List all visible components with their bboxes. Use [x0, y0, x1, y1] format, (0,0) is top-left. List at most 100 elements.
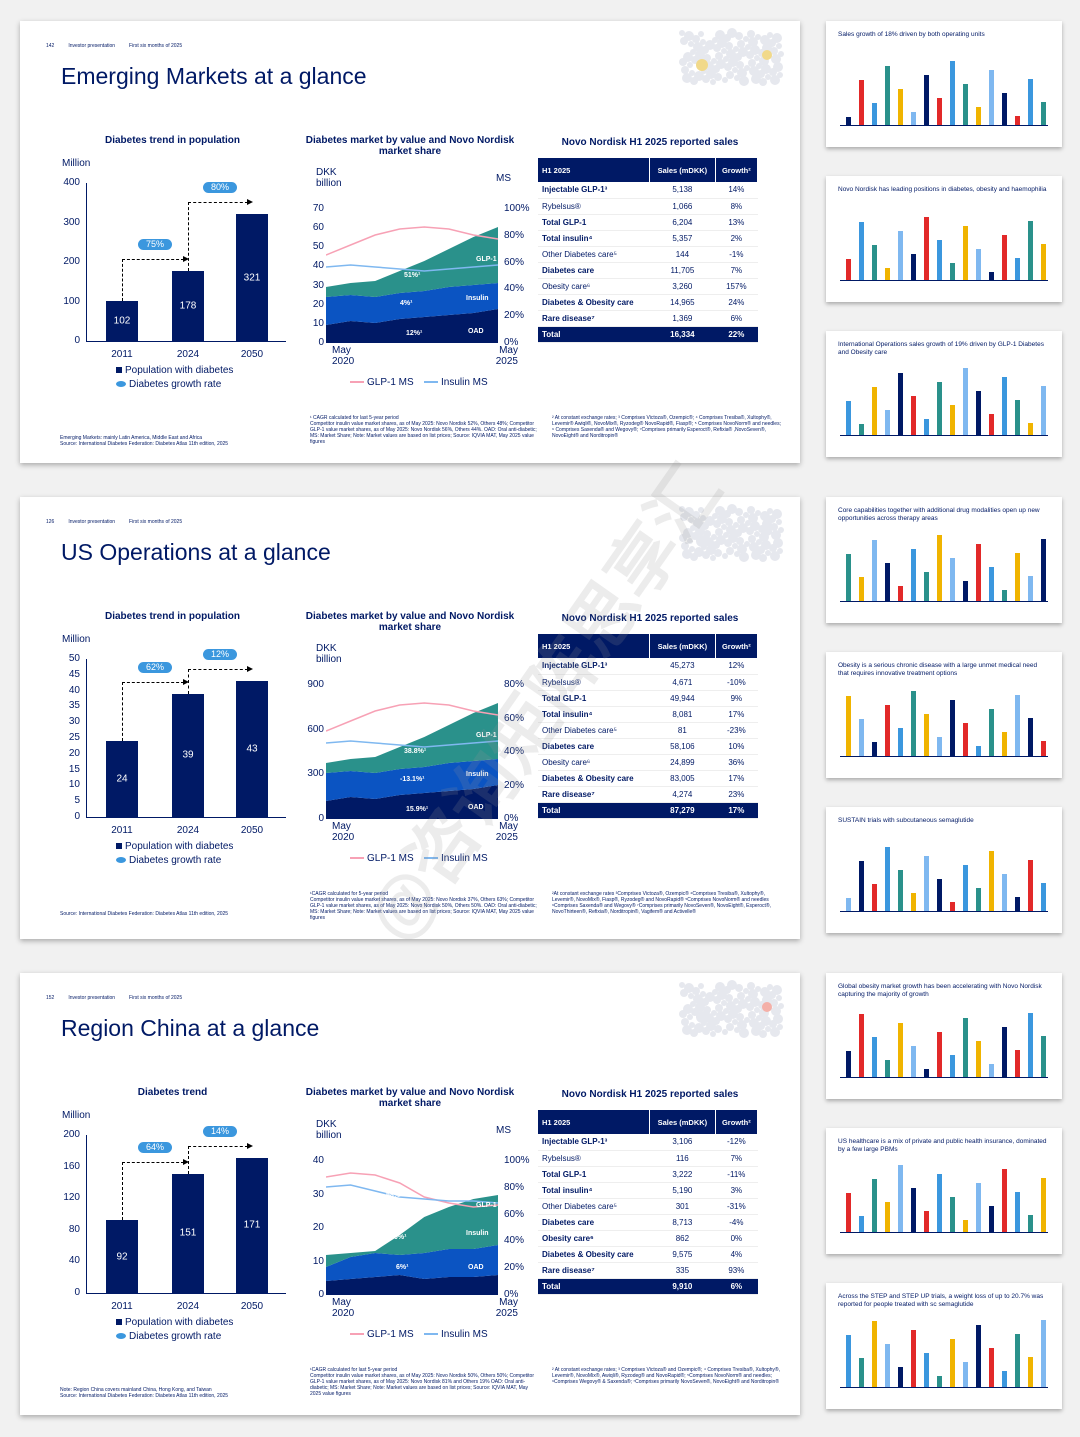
thumbnail-bar — [976, 888, 981, 911]
market-y-tick: 30 — [312, 1188, 324, 1200]
footnote-left: Source: International Diabetes Federatio… — [60, 911, 229, 917]
square-marker-icon — [116, 367, 122, 373]
period: First six months of 2025 — [129, 43, 183, 49]
table-total-row: Total 87,279 17% — [538, 802, 758, 819]
thumbnail-bar — [950, 558, 955, 601]
x-end-label: May 2025 — [495, 821, 518, 843]
legend-label: Diabetes growth rate — [129, 1331, 222, 1342]
table-cell: Total insulin⁴ — [538, 706, 650, 723]
table-row: Other Diabetes care⁵ 144 -1% — [538, 246, 758, 263]
legend-population: Population with diabetes — [116, 365, 233, 376]
table-cell: 17% — [715, 770, 758, 787]
table-cell: 9% — [715, 690, 758, 707]
thumbnail-bar — [950, 1197, 955, 1232]
x-axis — [86, 341, 286, 342]
table-cell: Total insulin⁴ — [538, 230, 650, 247]
growth-rate-badge: 64% — [138, 1141, 172, 1153]
glp1-ms-line — [326, 702, 499, 732]
table-cell: 22% — [715, 326, 758, 343]
thumbnail-bar — [1015, 400, 1020, 435]
thumbnail-bar — [885, 705, 890, 756]
table-cell: 5,357 — [649, 230, 716, 247]
thumbnail-bar — [924, 714, 929, 756]
table-cell: 8% — [715, 198, 758, 215]
thumbnail-slide[interactable]: Core capabilities together with addition… — [826, 497, 1062, 623]
thumbnail-bar — [898, 1023, 903, 1077]
thumbnail-axis — [840, 125, 1048, 126]
thumbnail-bar — [846, 1193, 851, 1232]
table-row: Total GLP-1 49,944 9% — [538, 690, 758, 707]
thumbnail-bar — [898, 1367, 903, 1387]
legend-insulin-ms: Insulin MS — [424, 377, 488, 388]
table-row: Total GLP-1 3,222 -11% — [538, 1166, 758, 1183]
thumbnail-bar — [924, 1211, 929, 1232]
sales-title: Novo Nordisk H1 2025 reported sales — [561, 137, 739, 148]
market-y-tick: 40 — [312, 260, 324, 272]
legend-label: Diabetes growth rate — [129, 855, 222, 866]
market-y-tick: 70 — [312, 203, 324, 214]
growth-rate-badge: 80% — [203, 182, 237, 194]
y-tick: 5 — [74, 795, 80, 807]
growth-arrow — [122, 1161, 184, 1221]
thumbnail-bar — [846, 1051, 851, 1077]
thumbnail-slide[interactable]: Across the STEP and STEP UP trials, a we… — [826, 1283, 1062, 1409]
table-cell: 5,190 — [649, 1182, 716, 1199]
table-cell: Total insulin⁴ — [538, 1182, 650, 1199]
thumbnail-slide[interactable]: US healthcare is a mix of private and pu… — [826, 1128, 1062, 1254]
thumbnail-bar — [859, 719, 864, 756]
ms-label: MS — [496, 1125, 511, 1136]
legend-label: Diabetes growth rate — [129, 379, 222, 390]
table-cell: 144 — [649, 246, 716, 263]
x-axis — [86, 817, 286, 818]
arrow-head — [183, 255, 189, 262]
sales-table: H1 2025 Sales (mDKK) Growth² Injectable GLP… — [538, 158, 759, 343]
thumbnail-bar — [1041, 1178, 1046, 1232]
table-cell: 4% — [715, 1246, 758, 1263]
growth-arrow — [188, 202, 248, 271]
thumbnail-bar — [872, 103, 877, 125]
trend-title: Diabetes trend — [137, 1087, 208, 1098]
table-cell: Obesity care⁶ — [538, 278, 650, 295]
table-header-cell: H1 2025 — [538, 634, 651, 658]
legend-label: Population with diabetes — [125, 841, 234, 852]
thumbnail-bar — [1041, 1036, 1046, 1077]
ms-y-tick: 40% — [504, 1235, 525, 1247]
table-cell: -10% — [715, 674, 758, 691]
thumbnail-bar — [1015, 116, 1020, 125]
thumbnail-title: SUSTAIN trials with subcutaneous semaglu… — [838, 817, 974, 824]
thumbnail-slide[interactable]: International Operations sales growth of… — [826, 331, 1062, 457]
thumbnail-slide[interactable]: Global obesity market growth has been ac… — [826, 973, 1062, 1099]
thumbnail-slide[interactable]: Obesity is a serious chronic disease wit… — [826, 652, 1062, 778]
thumbnail-bar — [872, 540, 877, 601]
market-y-tick: 900 — [307, 679, 324, 690]
thumbnail-title: Sales growth of 18% driven by both opera… — [838, 31, 985, 38]
table-cell: 6% — [715, 310, 758, 327]
table-cell: 116 — [649, 1150, 716, 1167]
y-tick: 80 — [68, 1223, 80, 1235]
slide-title: US Operations at a glance — [61, 539, 331, 565]
thumbnail-bar — [911, 549, 916, 601]
thumbnail-slide[interactable]: Sales growth of 18% driven by both opera… — [826, 21, 1062, 147]
thumbnail-bar — [937, 240, 942, 280]
area-label-insulin: Insulin — [466, 295, 489, 302]
slide-header: 152 Investor presentation First six months… — [46, 995, 196, 1001]
thumbnail-slide[interactable]: SUSTAIN trials with subcutaneous semaglu… — [826, 807, 1062, 933]
y-tick: 40 — [68, 1255, 80, 1267]
table-row: Diabetes care 58,106 10% — [538, 738, 758, 755]
thumbnail-bar — [846, 117, 851, 125]
glp1-area — [326, 703, 498, 773]
table-cell: Obesity care⁶ — [538, 754, 650, 771]
table-row: Obesity care⁶ 24,899 36% — [538, 754, 758, 771]
thumbnail-slide[interactable]: Novo Nordisk has leading positions in di… — [826, 176, 1062, 302]
growth-rate-badge: 62% — [138, 661, 172, 673]
table-cell: Other Diabetes care⁵ — [538, 722, 650, 739]
thumbnail-bar — [1041, 883, 1046, 911]
legend-growth: Diabetes growth rate — [116, 379, 221, 390]
slide-2: 152 Investor presentation First six months… — [20, 973, 800, 1415]
table-cell: 9,910 — [649, 1278, 716, 1295]
thumbnail-bar — [911, 1188, 916, 1232]
area-label-s2: 4%¹ — [400, 300, 413, 307]
population-bar: 171 — [236, 1157, 268, 1293]
period: First six months of 2025 — [129, 995, 183, 1001]
table-cell: 157% — [715, 278, 758, 295]
